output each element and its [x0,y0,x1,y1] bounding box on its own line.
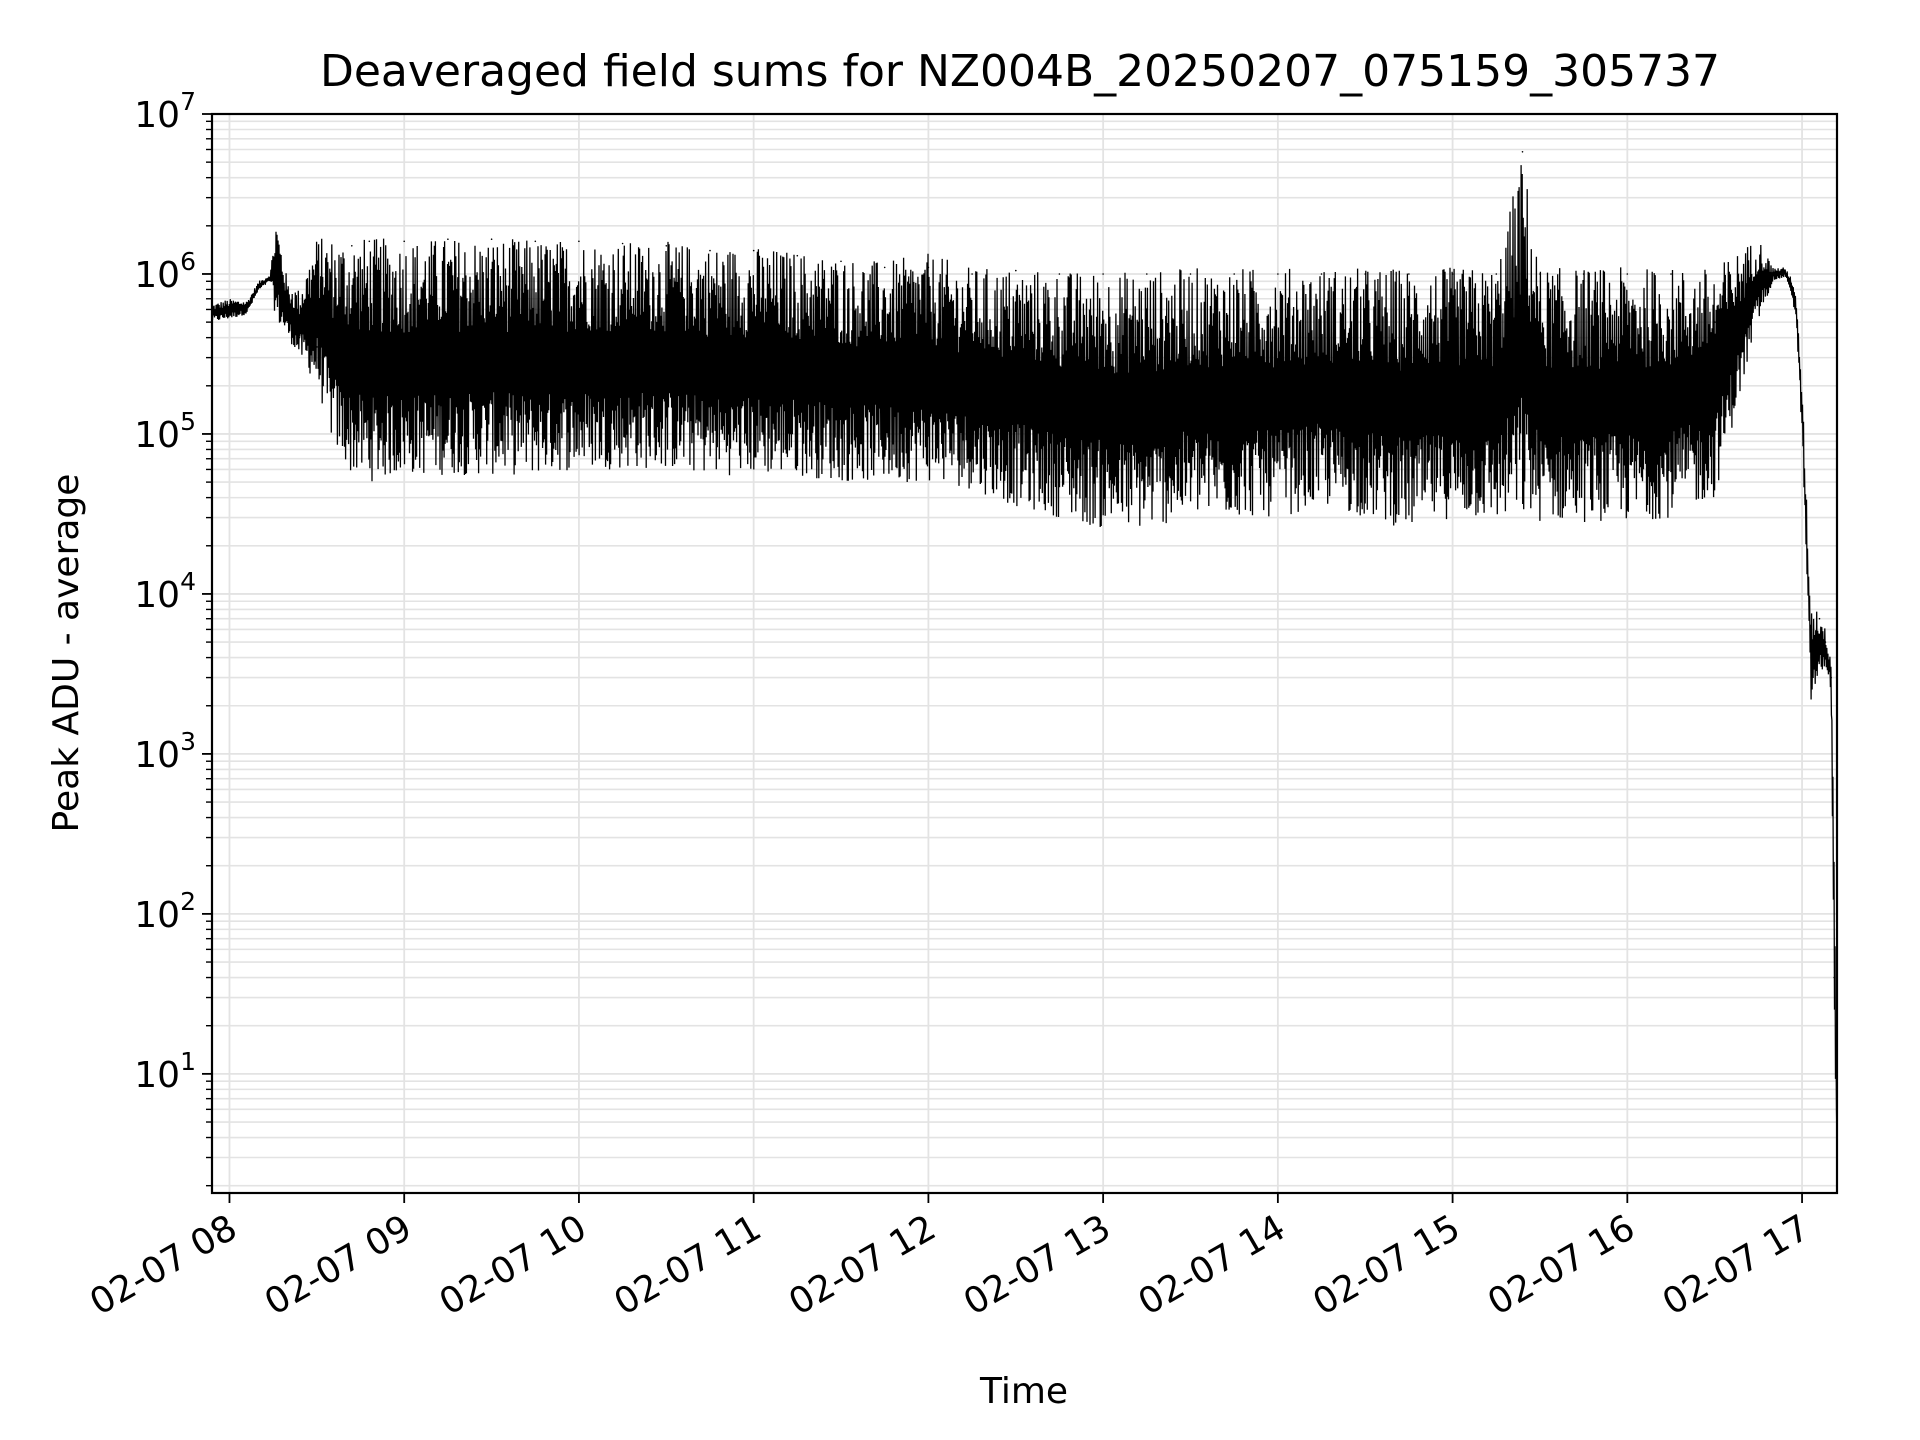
data-point [286,321,289,323]
data-point [1757,280,1760,283]
data-point [333,369,336,372]
data-point [1408,273,1410,275]
y-tick-label: 104 [134,567,196,616]
data-point [578,240,580,243]
data-point [1830,676,1832,679]
data-point [403,240,406,243]
data-point [1146,273,1148,275]
data-point [709,249,711,252]
data-point [534,240,537,243]
data-point [621,242,624,245]
data-point [1626,273,1629,275]
data-point [316,346,318,348]
data-point [1015,269,1017,272]
data-point [1364,273,1366,275]
y-tick-label: 103 [134,727,196,776]
data-point [1102,273,1104,275]
data-point [1772,273,1774,275]
data-point [1277,273,1279,275]
data-point [1833,976,1835,979]
y-axis-label: Peak ADU - average [46,474,87,833]
y-axis: 101 102 103 104 105 106 107 [134,87,212,1187]
data-point [1795,308,1797,311]
data-point [275,273,277,275]
data-point [1582,273,1585,275]
data-point [752,249,755,252]
data-point [490,238,493,240]
data-point [1810,648,1812,651]
data-point [971,273,973,275]
series-line [211,165,1838,1142]
data-point [796,254,799,257]
y-tick-label: 102 [134,887,196,936]
y-tick-label: 101 [134,1047,196,1096]
data-point [228,304,231,306]
data-point [927,266,930,269]
data-point [351,245,353,247]
data-point [269,276,272,279]
data-point [1521,151,1524,153]
data-point [1670,273,1672,275]
data-point [1233,273,1235,275]
data-point [257,287,260,289]
data-point [447,238,449,240]
data-point [1495,273,1498,275]
data-point [1824,641,1827,643]
data-point [840,260,842,263]
data-point [1320,273,1323,275]
y-tick-label: 106 [134,247,196,296]
data-point [1189,273,1192,275]
data-point [1789,280,1792,283]
data-point [1783,269,1786,272]
data-point [883,266,886,269]
data-point [1451,273,1454,275]
data-point [368,240,371,243]
y-tick-label: 105 [134,407,196,456]
data-point [298,336,301,339]
data-point [1818,617,1821,620]
data-point [1539,273,1541,275]
data-point [1713,321,1716,323]
chart-title: Deaveraged field sums for NZ004B_2025020… [320,46,1720,97]
data-point [1058,273,1061,275]
x-axis-label: Time [979,1371,1068,1412]
data-point [665,245,668,247]
plot-frame [210,112,1839,1195]
y-tick-label: 107 [134,87,196,136]
data-point [1801,405,1803,407]
data-point [246,303,248,305]
